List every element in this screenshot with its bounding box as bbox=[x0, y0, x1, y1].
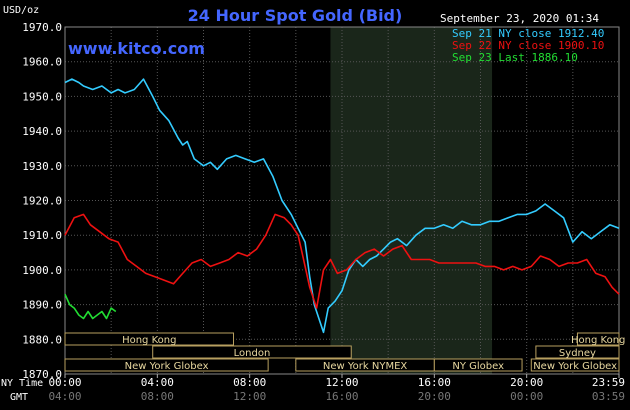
x-tick-label-ny: 04:00 bbox=[141, 376, 174, 389]
legend-entry-1: Sep 22 NY close 1900.10 bbox=[452, 39, 604, 52]
x-tick-label-gmt: 00:00 bbox=[510, 390, 543, 403]
x-tick-label-ny: 12:00 bbox=[325, 376, 358, 389]
y-tick-label: 1910.0 bbox=[22, 229, 62, 242]
y-tick-label: 1900.0 bbox=[22, 264, 62, 277]
session-bar bbox=[152, 345, 352, 359]
session-label: Sydney bbox=[559, 348, 596, 359]
timestamp: September 23, 2020 01:34 bbox=[440, 12, 599, 25]
x-tick-label-gmt: 20:00 bbox=[418, 390, 451, 403]
legend: Sep 21 NY close 1912.40 Sep 22 NY close … bbox=[452, 27, 604, 64]
x-tick-label-ny: 00:00 bbox=[48, 376, 81, 389]
session-bar bbox=[535, 345, 620, 359]
session-bar bbox=[576, 332, 620, 346]
y-tick-label: 1970.0 bbox=[22, 21, 62, 34]
series-line-2 bbox=[64, 293, 117, 320]
session-label: New York NYMEX bbox=[323, 361, 408, 372]
x-tick-label-gmt: 12:00 bbox=[233, 390, 266, 403]
session-bar bbox=[433, 358, 523, 372]
session-bar bbox=[64, 358, 269, 372]
y-tick-label: 1930.0 bbox=[22, 160, 62, 173]
x-tick-label-gmt: 16:00 bbox=[325, 390, 358, 403]
session-bar bbox=[530, 358, 620, 372]
x-tick-label-gmt: 03:59 bbox=[592, 390, 625, 403]
x-tick-label-gmt: 04:00 bbox=[48, 390, 81, 403]
y-tick-label: 1890.0 bbox=[22, 299, 62, 312]
ny-time-label: NY Time bbox=[1, 378, 43, 389]
session-label: Hong Kong bbox=[571, 335, 625, 346]
y-tick-label: 1880.0 bbox=[22, 333, 62, 346]
session-label: NY Globex bbox=[452, 361, 504, 372]
x-tick-label-ny: 20:00 bbox=[510, 376, 543, 389]
x-tick-label-ny: 08:00 bbox=[233, 376, 266, 389]
series-line-1 bbox=[64, 213, 620, 309]
x-tick-label-ny: 23:59 bbox=[592, 376, 625, 389]
session-label: New York Globex bbox=[533, 361, 617, 372]
y-tick-label: 1870.0 bbox=[22, 368, 62, 381]
y-tick-label: 1940.0 bbox=[22, 125, 62, 138]
watermark: www.kitco.com bbox=[68, 39, 205, 58]
session-label: Hong Kong bbox=[122, 335, 176, 346]
gmt-label: GMT bbox=[10, 392, 28, 403]
session-label: London bbox=[234, 348, 271, 359]
y-tick-label: 1920.0 bbox=[22, 195, 62, 208]
legend-entry-2: Sep 23 Last 1886.10 bbox=[452, 51, 578, 64]
nymex-shaded-region bbox=[330, 27, 493, 374]
x-tick-label-gmt: 08:00 bbox=[141, 390, 174, 403]
unit-label: USD/oz bbox=[3, 5, 39, 16]
series-line-0 bbox=[64, 78, 620, 334]
y-tick-label: 1960.0 bbox=[22, 56, 62, 69]
session-label: New York Globex bbox=[125, 361, 209, 372]
y-tick-label: 1950.0 bbox=[22, 90, 62, 103]
legend-entry-0: Sep 21 NY close 1912.40 bbox=[452, 27, 604, 40]
chart-title: 24 Hour Spot Gold (Bid) bbox=[188, 6, 403, 25]
session-bar bbox=[64, 332, 235, 346]
x-tick-label-ny: 16:00 bbox=[418, 376, 451, 389]
